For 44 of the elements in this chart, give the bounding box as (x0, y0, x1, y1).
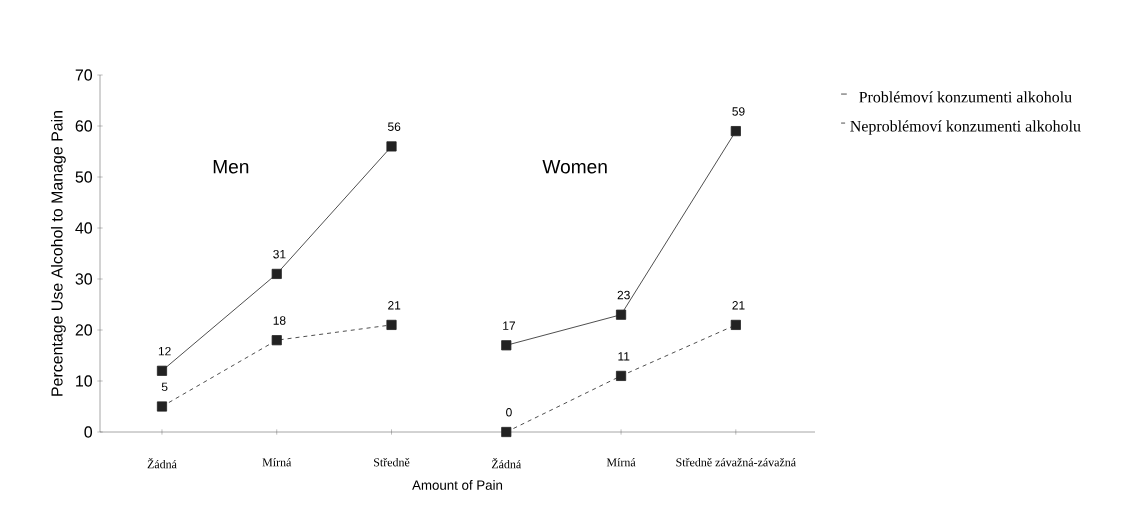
data-label: 11 (618, 352, 630, 361)
point (156, 365, 168, 376)
y-tick-label: 70 (75, 69, 93, 81)
data-label: 5 (161, 382, 168, 392)
point (501, 340, 512, 351)
annotation: Men (213, 160, 249, 174)
data-label: 21 (732, 301, 745, 310)
data-label: 0 (506, 408, 512, 417)
data-label: 21 (388, 301, 401, 310)
data-label: 31 (273, 249, 286, 259)
y-tick-label: 0 (84, 426, 93, 438)
point (616, 309, 627, 320)
legend-label: Problémoví konzumenti alkoholu (859, 91, 1072, 103)
y-tick-label: 50 (75, 171, 93, 183)
y-tick-label: 60 (75, 120, 93, 132)
point (616, 370, 627, 381)
data-label: 12 (158, 346, 171, 356)
x-tick-label: Žádná (147, 457, 177, 469)
x-tick-label: Středně závažná-závažná (676, 457, 796, 467)
y-tick-label: 20 (75, 324, 93, 336)
y-tick-label: 40 (75, 222, 93, 234)
legend-label: Neproblémoví konzumenti alkoholu (850, 120, 1081, 135)
x-tick-label: Žádná (491, 457, 522, 469)
point (386, 141, 397, 152)
y-tick-label: 10 (76, 375, 93, 387)
data-label: 56 (388, 122, 401, 131)
data-label: 23 (617, 290, 630, 300)
point (501, 426, 512, 438)
x-tick-label: Středně (374, 457, 410, 467)
point (271, 335, 282, 346)
x-axis-title: Amount of Pain (412, 480, 503, 490)
annotation: Women (542, 160, 607, 174)
x-tick-label: Mírná (262, 457, 292, 467)
point (386, 319, 397, 330)
point (730, 319, 741, 330)
point (730, 126, 741, 137)
data-label: 59 (732, 107, 745, 116)
y-axis-title: Percentage Use Alcohol to Manage Pain (50, 111, 66, 396)
point (271, 268, 282, 279)
x-tick-label: Mírná (606, 457, 636, 467)
point (156, 401, 168, 412)
data-label: 18 (273, 316, 286, 325)
data-label: 17 (503, 321, 515, 330)
y-tick-label: 30 (75, 273, 93, 285)
